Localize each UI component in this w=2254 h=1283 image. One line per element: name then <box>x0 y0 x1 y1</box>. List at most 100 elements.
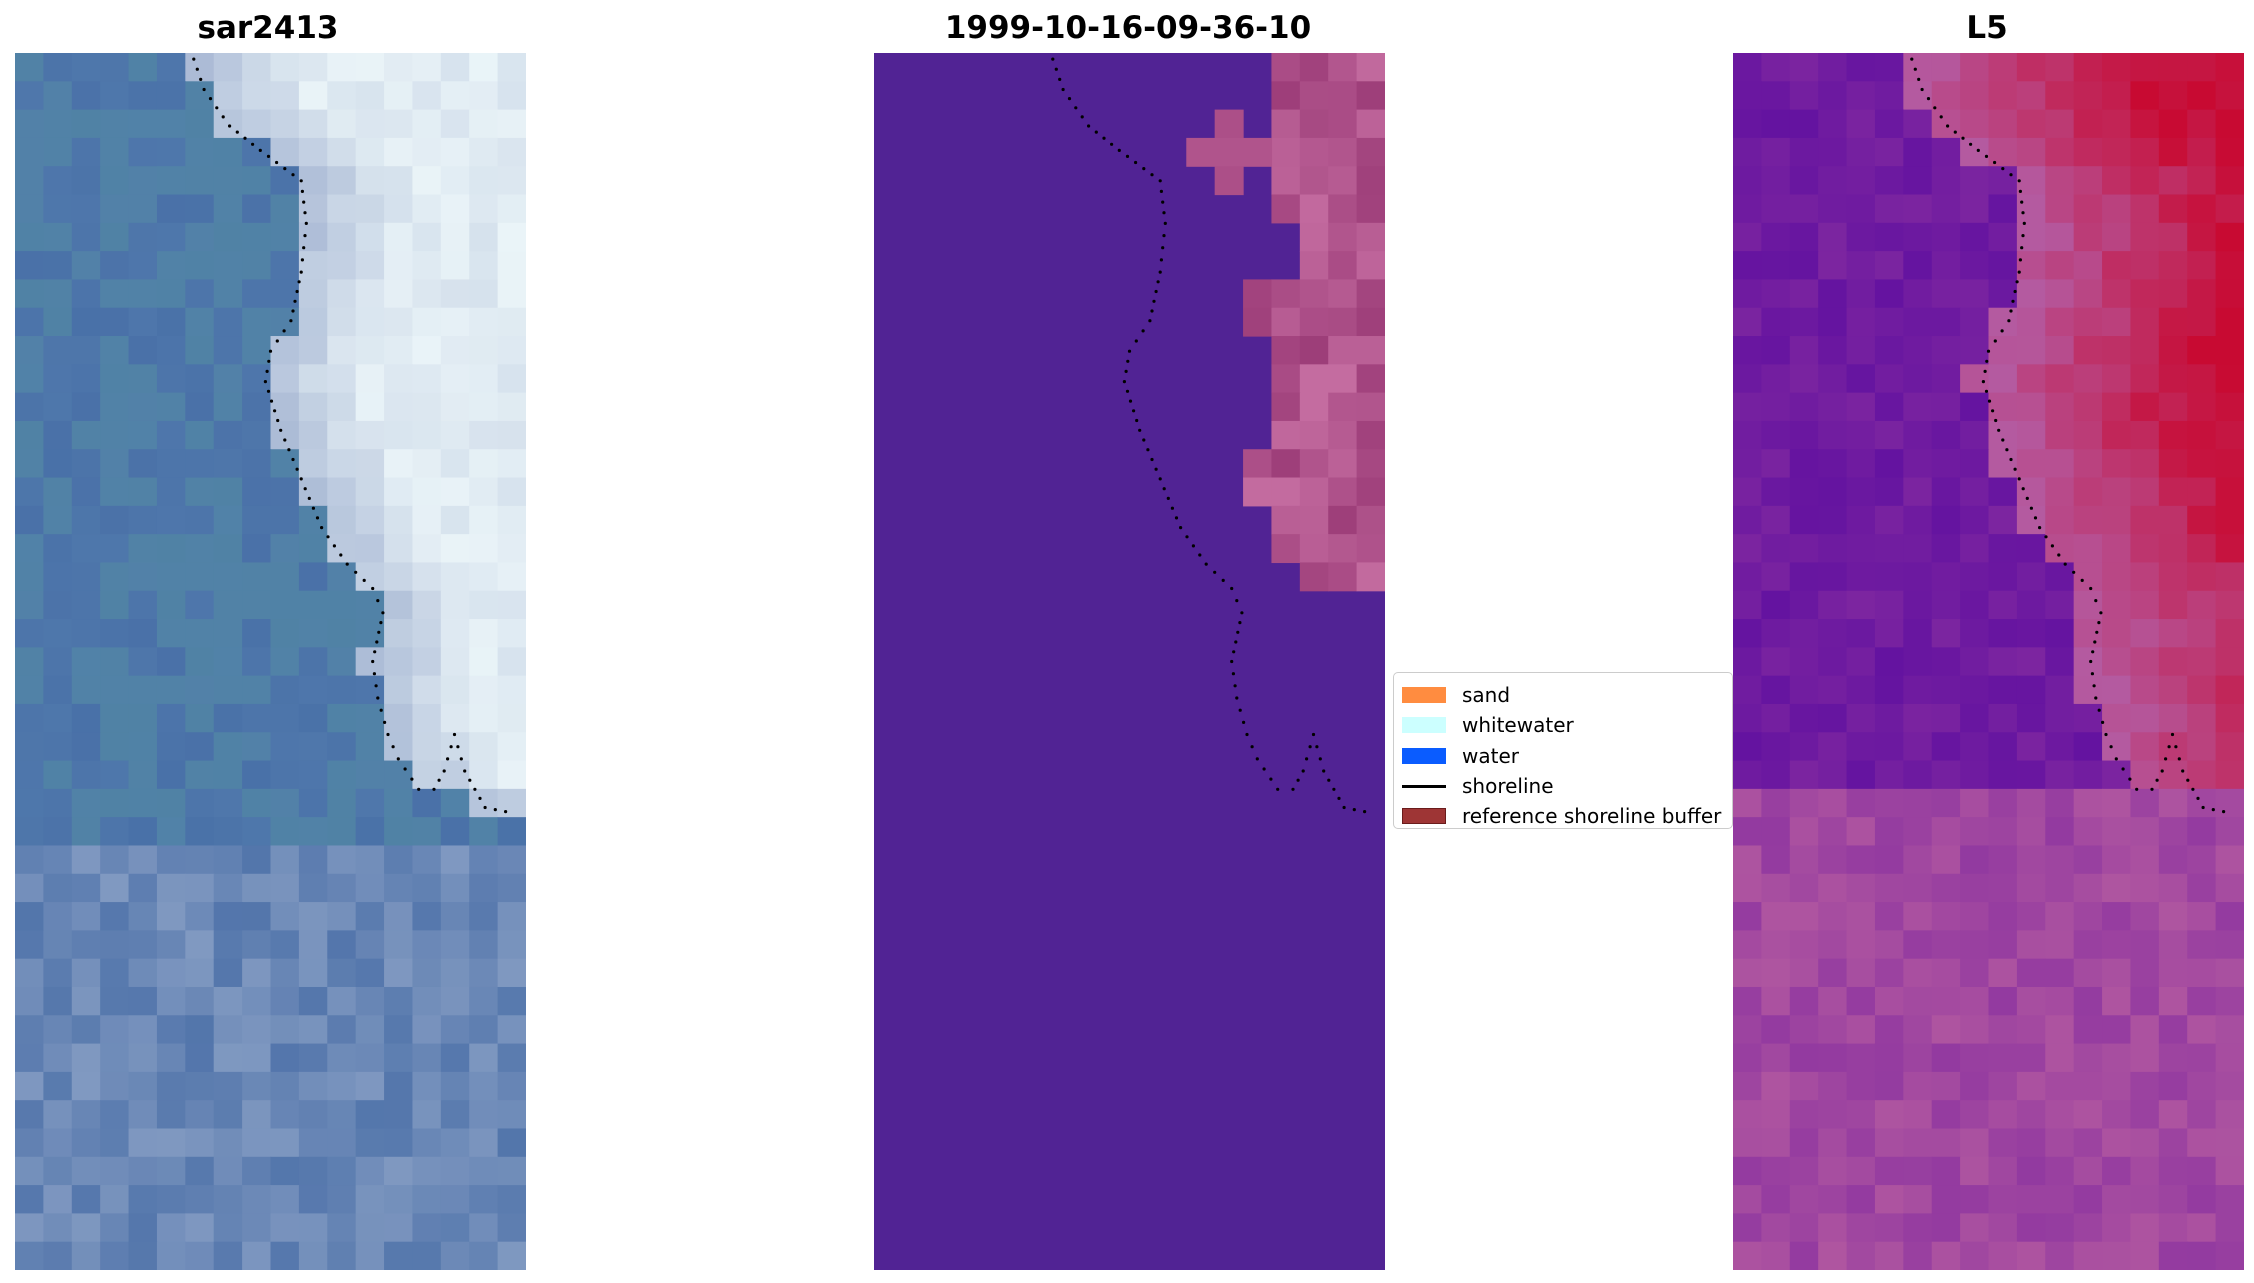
shoreline-dot <box>1124 369 1128 373</box>
index-pixel <box>2158 392 2188 422</box>
index-pixel <box>1789 703 1819 733</box>
rgb-pixel <box>100 619 130 648</box>
rgb-pixel <box>355 1213 385 1243</box>
rgb-pixel <box>355 534 385 564</box>
rgb-pixel <box>384 307 414 337</box>
rgb-pixel <box>298 1043 328 1073</box>
index-pixel <box>1818 845 1848 875</box>
rgb-pixel <box>213 1043 243 1073</box>
rgb-pixel <box>298 307 328 337</box>
rgb-pixel <box>497 505 526 535</box>
rgb-pixel <box>469 477 499 507</box>
index-pixel <box>1931 449 1961 479</box>
index-pixel <box>2130 1156 2160 1186</box>
rgb-pixel <box>15 505 44 535</box>
index-pixel <box>2102 873 2132 903</box>
rgb-pixel <box>270 619 300 648</box>
index-pixel <box>1846 1156 1876 1186</box>
index-pixel <box>1733 958 1762 988</box>
index-pixel <box>2215 364 2244 394</box>
index-pixel <box>2045 647 2075 677</box>
index-pixel <box>1931 958 1961 988</box>
legend-label-whitewater: whitewater <box>1462 713 1574 737</box>
rgb-pixel <box>213 534 243 564</box>
rgb-pixel <box>156 534 186 564</box>
index-pixel <box>2158 732 2188 762</box>
rgb-pixel <box>440 1185 470 1214</box>
rgb-pixel <box>213 392 243 422</box>
index-pixel <box>2215 81 2244 111</box>
index-pixel <box>1789 873 1819 903</box>
index-pixel <box>1903 1128 1933 1158</box>
rgb-pixel <box>213 1156 243 1186</box>
rgb-pixel <box>128 1241 158 1270</box>
index-pixel <box>2016 137 2046 167</box>
shoreline-dot <box>1311 732 1316 737</box>
index-pixel <box>1761 166 1791 196</box>
rgb-pixel <box>43 958 73 988</box>
rgb-pixel <box>469 137 499 167</box>
index-pixel <box>2187 81 2217 111</box>
index-pixel <box>2158 986 2188 1016</box>
rgb-pixel <box>242 53 272 82</box>
index-pixel <box>1903 420 1933 450</box>
index-pixel <box>2187 1213 2217 1243</box>
rgb-pixel <box>440 958 470 988</box>
rgb-pixel <box>440 1100 470 1130</box>
index-pixel <box>1903 1213 1933 1243</box>
index-pixel <box>2187 675 2217 705</box>
index-pixel <box>1733 53 1762 82</box>
index-pixel <box>1818 166 1848 196</box>
rgb-pixel <box>71 1213 101 1243</box>
index-pixel <box>2187 1128 2217 1158</box>
index-pixel <box>2158 505 2188 535</box>
rgb-image-panel <box>15 53 526 1270</box>
index-pixel <box>1931 647 1961 677</box>
index-pixel <box>2215 675 2244 705</box>
rgb-pixel <box>15 1043 44 1073</box>
rgb-pixel <box>242 1100 272 1130</box>
land-class-pixel <box>1299 81 1329 111</box>
rgb-pixel <box>71 420 101 450</box>
rgb-pixel <box>242 392 272 422</box>
index-pixel <box>1960 590 1990 620</box>
rgb-pixel <box>100 364 130 394</box>
rgb-pixel <box>298 1185 328 1214</box>
index-pixel <box>2016 81 2046 111</box>
index-pixel <box>2045 449 2075 479</box>
rgb-pixel <box>384 958 414 988</box>
rgb-pixel <box>298 930 328 960</box>
land-class-pixel <box>1328 364 1358 394</box>
land-class-pixel <box>1356 307 1385 337</box>
index-pixel <box>2187 449 2217 479</box>
shoreline-dot <box>2044 535 2048 539</box>
rgb-pixel <box>128 251 158 281</box>
shoreline-dot <box>2013 289 2017 294</box>
rgb-pixel <box>384 703 414 733</box>
index-pixel <box>1733 1043 1762 1073</box>
rgb-pixel <box>71 392 101 422</box>
index-pixel <box>2215 902 2244 931</box>
rgb-pixel <box>242 845 272 875</box>
rgb-pixel <box>156 307 186 337</box>
shoreline-dot <box>283 438 287 442</box>
land-class-pixel <box>1356 53 1385 82</box>
shoreline-dot <box>1245 732 1249 737</box>
shoreline-dot <box>2017 477 2021 481</box>
rgb-pixel <box>100 477 130 507</box>
index-pixel <box>1903 194 1933 224</box>
index-pixel <box>1733 817 1762 847</box>
rgb-pixel <box>185 1043 215 1073</box>
rgb-pixel <box>15 449 44 479</box>
rgb-pixel <box>270 562 300 592</box>
index-pixel <box>1733 307 1762 337</box>
rgb-pixel <box>298 1100 328 1130</box>
rgb-pixel <box>156 251 186 281</box>
rgb-pixel <box>355 364 385 394</box>
rgb-pixel <box>15 1241 44 1270</box>
rgb-pixel <box>497 873 526 903</box>
shoreline-dot <box>473 787 477 791</box>
land-class-pixel <box>1243 279 1273 309</box>
index-pixel <box>1818 1071 1848 1101</box>
rgb-pixel <box>185 1071 215 1101</box>
